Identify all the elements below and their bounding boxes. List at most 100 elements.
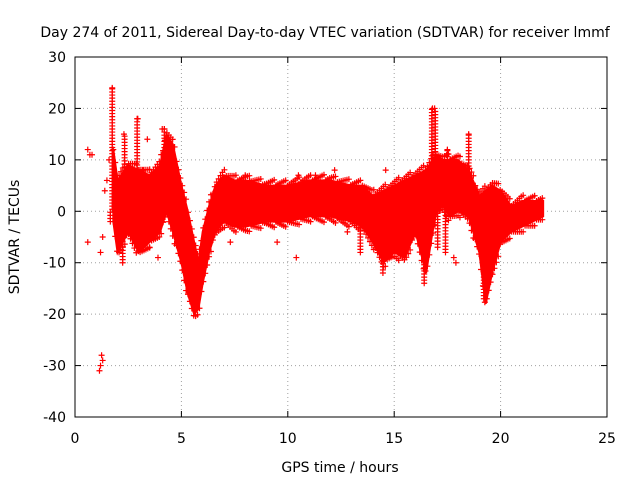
data-point [456,153,463,160]
outlier-point [99,234,106,240]
outlier-point [461,177,468,184]
spike-point [134,115,141,122]
outlier-point [101,187,108,194]
data-point [198,288,205,295]
data-point [474,186,481,193]
data-point [184,291,191,298]
outlier-point [103,177,110,184]
data-point [395,174,402,181]
outlier-point [246,177,253,184]
data-point [363,231,370,238]
spike-point [107,209,114,216]
y-tick-label: -40 [43,410,66,426]
data-point [424,163,431,170]
data-point [282,223,289,230]
spike-point [140,167,147,174]
outlier-point [146,244,153,251]
data-point [374,249,381,256]
x-tick-label: 5 [177,431,186,447]
outlier-point [159,126,166,132]
data-point [357,177,364,184]
data-point [271,224,278,231]
data-point [167,225,174,232]
data-point [173,242,180,249]
x-tick-label: 0 [71,431,80,447]
data-point [190,234,197,241]
data-point [209,237,216,244]
data-point [481,183,488,190]
data-point [345,223,352,230]
data-point [129,240,136,247]
spike-point [359,187,366,194]
data-point [179,182,186,189]
spike-point [109,84,116,91]
data-point [474,243,481,250]
data-point [424,263,431,270]
data-point [531,192,538,199]
outlier-point [98,352,105,359]
outlier-point [312,172,319,179]
spike-point [442,209,449,216]
data-point [116,172,123,179]
data-point [472,236,479,243]
x-tick-label: 10 [279,431,297,447]
outlier-point [344,228,351,235]
data-point [370,186,377,193]
data-point [204,207,211,214]
data-point [183,196,190,203]
data-point [198,237,205,244]
data-point [481,299,488,306]
data-point [382,181,389,188]
data-point [407,169,414,176]
y-tick-label: -20 [43,307,66,323]
data-point [158,230,165,237]
data-point [209,190,216,197]
spike-point [444,146,451,153]
data-point [165,218,172,225]
data-point [207,248,214,255]
data-point [175,166,182,173]
outlier-point [227,239,234,246]
data-point [257,175,264,182]
data-point [213,179,220,186]
data-point [368,242,375,249]
data-point [117,168,124,175]
data-point [520,228,527,235]
spike-point [159,209,166,216]
outlier-point [106,156,113,163]
data-point [495,180,502,187]
spike-point [432,108,439,115]
data-point [414,240,421,247]
outlier-point [331,167,338,174]
outlier-point [274,239,281,246]
data-point [160,219,167,226]
spike-point [119,210,126,217]
x-axis-label: GPS time / hours [281,460,398,476]
data-point [232,172,239,179]
outlier-point [154,254,161,261]
data-point [211,183,218,190]
data-point [495,253,502,260]
x-tick-label: 20 [492,431,510,447]
data-point [179,267,186,274]
data-point [531,222,538,229]
spike-point [435,167,442,174]
data-point [221,166,228,173]
data-point [196,305,203,312]
x-tick-label: 15 [385,431,403,447]
data-point [405,250,412,257]
data-point [466,220,473,227]
outlier-point [89,151,96,158]
data-point [409,237,416,244]
data-point [158,151,165,158]
data-point [506,195,513,202]
y-tick-label: 20 [48,101,66,117]
data-point [320,219,327,226]
data-point [476,251,483,258]
outlier-point [97,362,104,369]
data-point [271,176,278,183]
data-point [204,262,211,269]
data-point [403,254,410,261]
spike-point [421,209,428,216]
